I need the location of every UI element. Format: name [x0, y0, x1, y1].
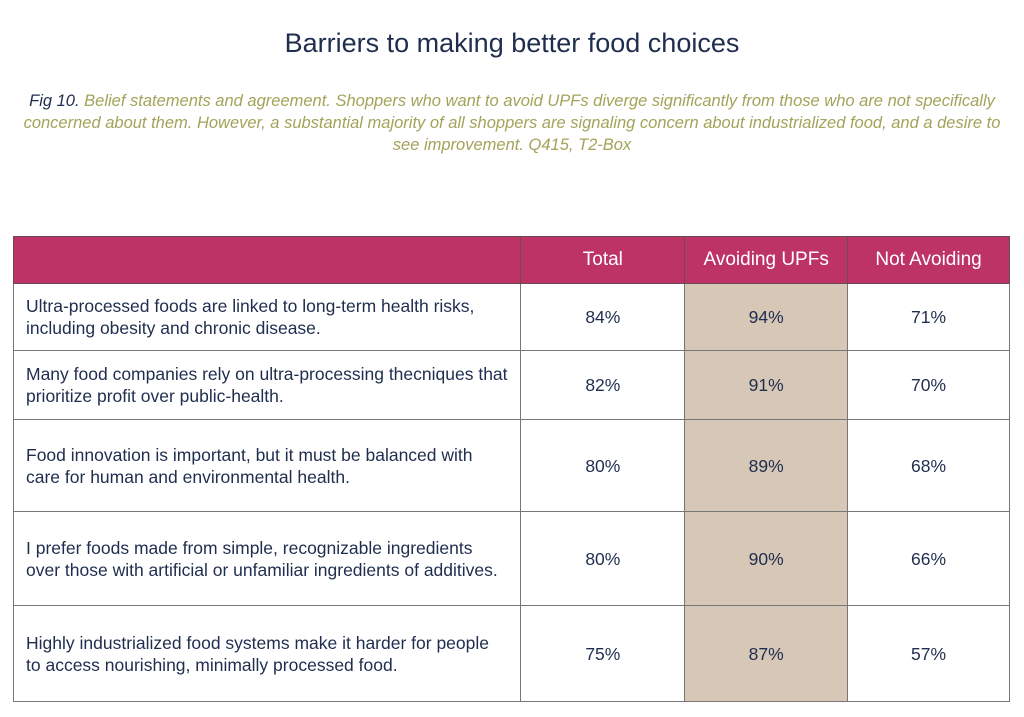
table-row: Food innovation is important, but it mus…: [12, 419, 1010, 512]
not-avoiding-cell: 70%: [847, 350, 1010, 420]
header-row: Total Avoiding UPFs Not Avoiding: [12, 236, 1010, 284]
header-avoiding: Avoiding UPFs: [684, 236, 849, 284]
table-row: Highly industrialized food systems make …: [12, 605, 1010, 702]
table-row: Ultra-processed foods are linked to long…: [12, 283, 1010, 351]
avoiding-cell: 87%: [684, 605, 849, 702]
belief-table: Total Avoiding UPFs Not Avoiding Ultra-p…: [12, 236, 1010, 702]
total-cell: 80%: [520, 419, 686, 512]
not-avoiding-cell: 66%: [847, 511, 1010, 606]
avoiding-cell: 91%: [684, 350, 849, 420]
header-not-avoiding: Not Avoiding: [847, 236, 1010, 284]
figure-caption: Fig 10. Belief statements and agreement.…: [20, 90, 1004, 156]
header-statement: [12, 236, 522, 284]
statement-cell: Many food companies rely on ultra-proces…: [12, 350, 522, 420]
statement-cell: I prefer foods made from simple, recogni…: [12, 511, 522, 606]
avoiding-cell: 90%: [684, 511, 849, 606]
page-title: Barriers to making better food choices: [284, 28, 740, 58]
not-avoiding-cell: 68%: [847, 419, 1010, 512]
total-cell: 82%: [520, 350, 686, 420]
figure-label: Fig 10.: [29, 92, 80, 110]
total-cell: 84%: [520, 283, 686, 351]
avoiding-cell: 89%: [684, 419, 849, 512]
table-row: Many food companies rely on ultra-proces…: [12, 350, 1010, 420]
table-row: I prefer foods made from simple, recogni…: [12, 511, 1010, 606]
statement-cell: Highly industrialized food systems make …: [12, 605, 522, 702]
caption-text: Belief statements and agreement. Shopper…: [23, 92, 1001, 154]
total-cell: 75%: [520, 605, 686, 702]
total-cell: 80%: [520, 511, 686, 606]
statement-cell: Ultra-processed foods are linked to long…: [12, 283, 522, 351]
not-avoiding-cell: 57%: [847, 605, 1010, 702]
statement-cell: Food innovation is important, but it mus…: [12, 419, 522, 512]
avoiding-cell: 94%: [684, 283, 849, 351]
header-total: Total: [520, 236, 686, 284]
not-avoiding-cell: 71%: [847, 283, 1010, 351]
